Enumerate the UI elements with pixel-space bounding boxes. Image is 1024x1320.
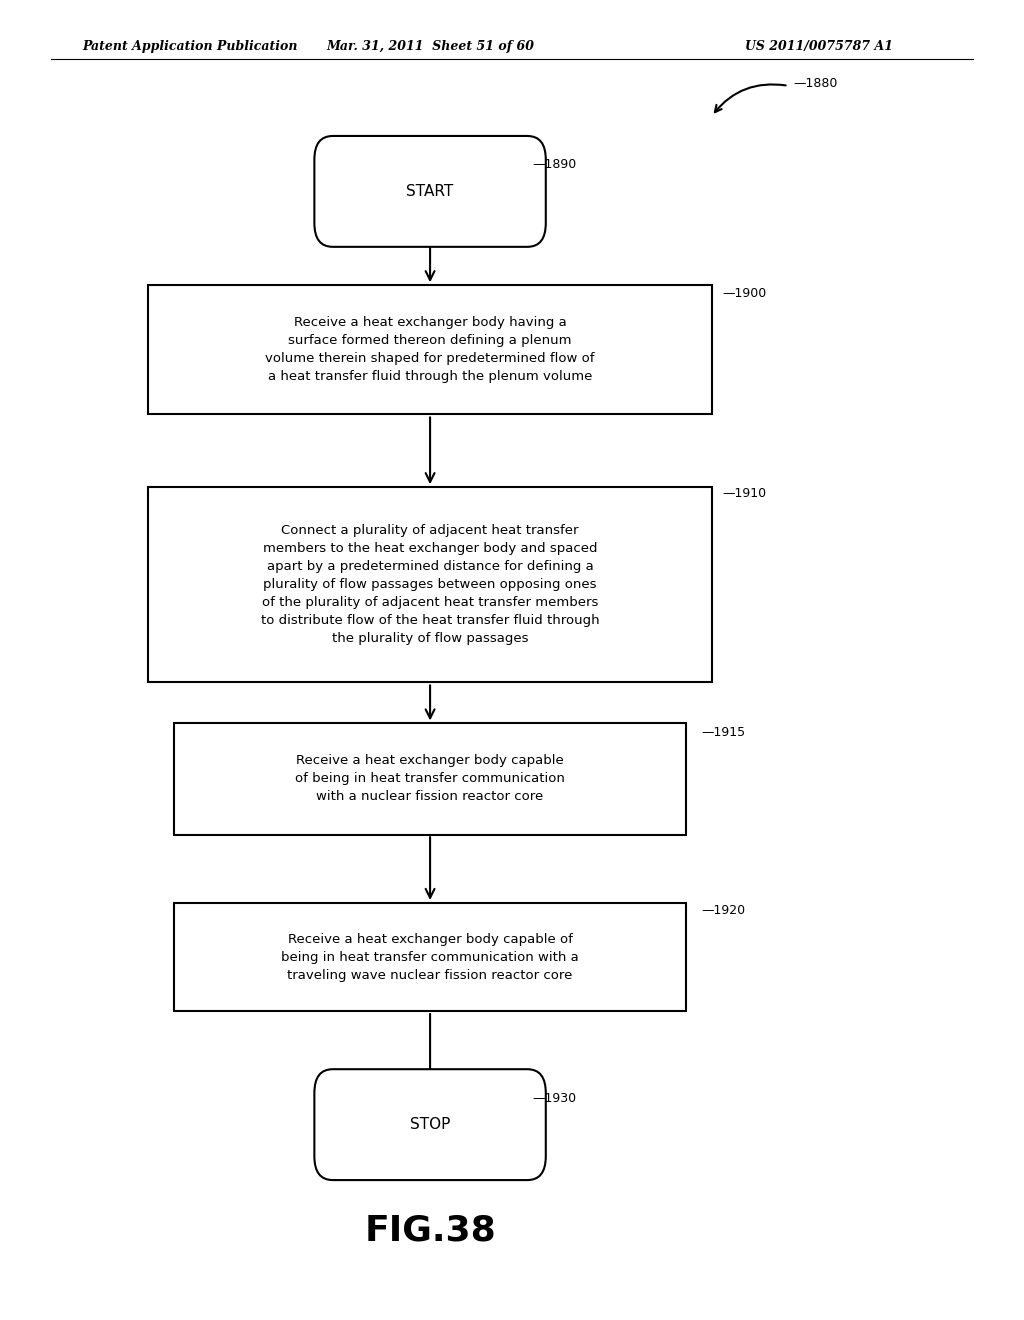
Bar [174, 903, 686, 1011]
Text: US 2011/0075787 A1: US 2011/0075787 A1 [745, 40, 893, 53]
Text: START: START [407, 183, 454, 199]
Bar [148, 285, 712, 414]
FancyBboxPatch shape [314, 136, 546, 247]
Text: Mar. 31, 2011  Sheet 51 of 60: Mar. 31, 2011 Sheet 51 of 60 [326, 40, 535, 53]
FancyBboxPatch shape [314, 1069, 546, 1180]
Text: —1890: —1890 [532, 158, 577, 172]
Text: Receive a heat exchanger body capable
of being in heat transfer communication
wi: Receive a heat exchanger body capable of… [295, 754, 565, 804]
Text: —1920: —1920 [701, 904, 745, 917]
Text: Receive a heat exchanger body having a
surface formed thereon defining a plenum
: Receive a heat exchanger body having a s… [265, 317, 595, 383]
Text: Connect a plurality of adjacent heat transfer
members to the heat exchanger body: Connect a plurality of adjacent heat tra… [261, 524, 599, 645]
Text: —1880: —1880 [794, 77, 838, 90]
Text: Receive a heat exchanger body capable of
being in heat transfer communication wi: Receive a heat exchanger body capable of… [282, 932, 579, 982]
Text: Patent Application Publication: Patent Application Publication [82, 40, 297, 53]
Text: —1910: —1910 [722, 487, 766, 500]
Bar [174, 723, 686, 836]
Text: STOP: STOP [410, 1117, 451, 1133]
Text: —1900: —1900 [722, 286, 766, 300]
Text: —1930: —1930 [532, 1092, 577, 1105]
Bar [148, 487, 712, 682]
Text: —1915: —1915 [701, 726, 745, 739]
Text: FIG.38: FIG.38 [365, 1213, 496, 1247]
